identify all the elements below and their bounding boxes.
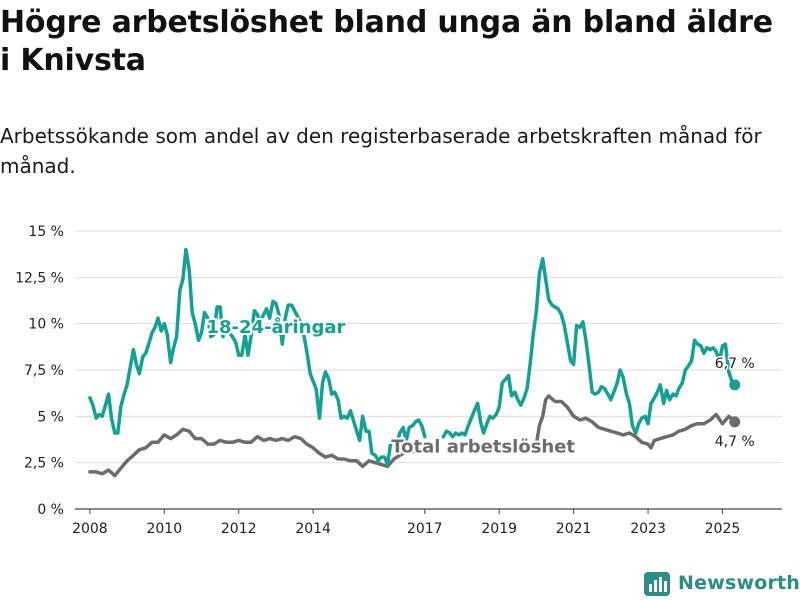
chart-title: Högre arbetslöshet bland unga än bland ä… (0, 5, 773, 78)
end-point-young (729, 379, 741, 391)
x-tick-label: 2017 (407, 521, 443, 537)
x-tick-label: 2021 (556, 521, 592, 537)
x-tick-label: 2008 (72, 521, 108, 537)
label-total: Total arbetslöshet (391, 436, 575, 457)
y-tick-label: 10 % (28, 317, 64, 333)
brand-name: Newsworthy (678, 572, 800, 594)
end-label-total: 4,7 % (715, 434, 755, 450)
newsworthy-bars-icon (644, 572, 670, 596)
series-line-young (441, 257, 737, 439)
y-tick-label: 0 % (37, 502, 64, 518)
series-labels: 18-24-åringar Total arbetslöshet 6,7 % 4,7 … (204, 314, 756, 460)
x-tick-label: 2023 (630, 521, 666, 537)
y-tick-label: 7,5 % (24, 363, 64, 379)
end-point-total (729, 416, 741, 428)
series-line-total (88, 427, 421, 478)
x-tick-label: 2025 (705, 521, 741, 537)
y-tick-label: 15 % (28, 224, 64, 240)
y-tick-label: 5 % (37, 409, 64, 425)
series-line-total (534, 394, 737, 450)
series-line-young (88, 247, 427, 467)
chart-subtitle: Arbetssökande som andel av den registerb… (0, 124, 762, 178)
y-tick-label: 12,5 % (15, 270, 64, 286)
x-axis: 2008 2010 2012 2014 2017 2019 2021 2023 2025 (72, 509, 740, 537)
newsworthy-logo: Newsworthy (644, 569, 800, 597)
y-tick-label: 2,5 % (24, 456, 64, 472)
y-axis-ticks: 0 % 2,5 % 5 % 7,5 % 10 % 12,5 % 15 % (15, 224, 64, 518)
x-tick-label: 2019 (481, 521, 517, 537)
end-label-young: 6,7 % (715, 356, 755, 372)
x-tick-label: 2010 (146, 521, 182, 537)
x-tick-label: 2012 (221, 521, 257, 537)
series-lines (88, 247, 741, 478)
grid-lines (75, 230, 782, 510)
x-tick-label: 2014 (295, 521, 331, 537)
label-young: 18-24-åringar (206, 316, 345, 338)
